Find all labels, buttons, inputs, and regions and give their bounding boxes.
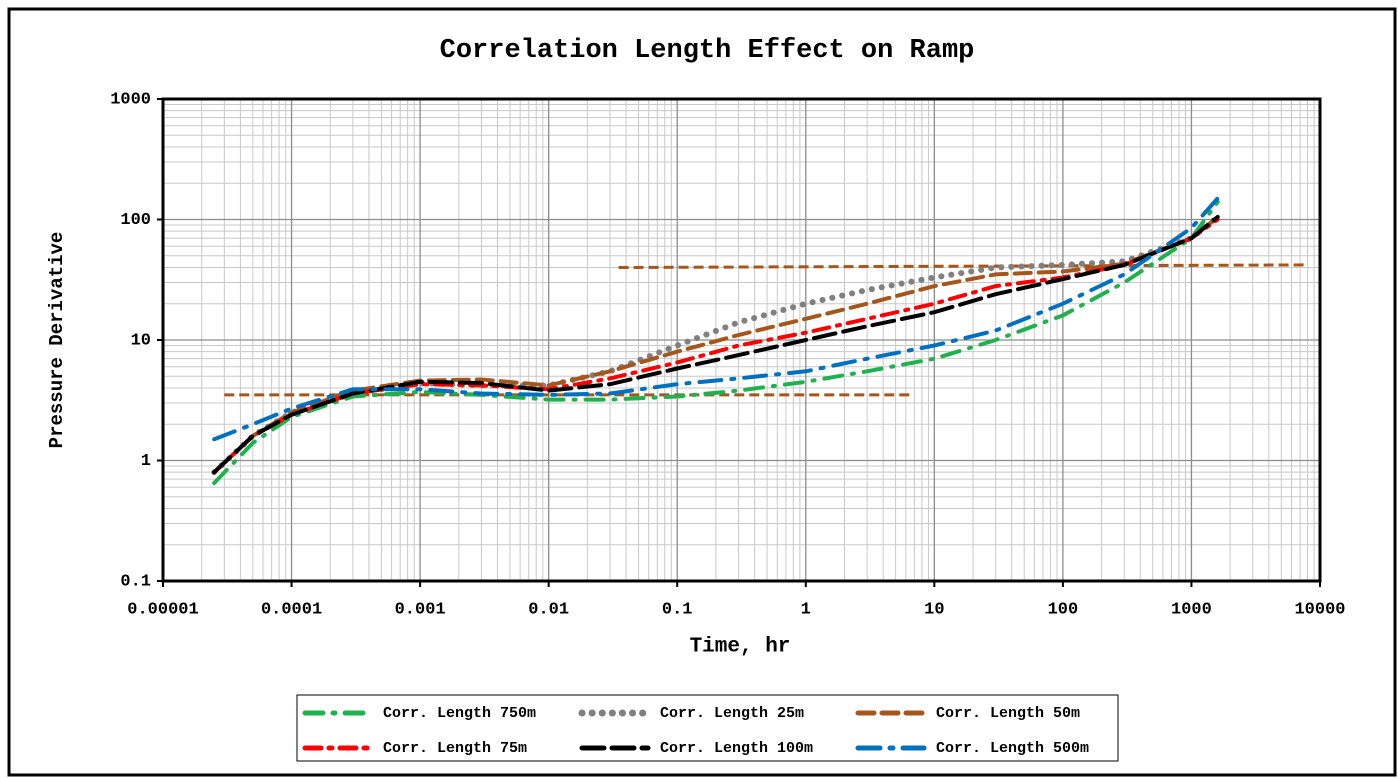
y-tick-label: 0.1 xyxy=(120,572,151,591)
legend-box xyxy=(296,694,1119,762)
plot-frame xyxy=(161,97,1322,583)
series-line xyxy=(212,196,1220,442)
x-tick-label: 0.0001 xyxy=(261,600,322,619)
reference-line xyxy=(618,263,1308,269)
x-tick-label: 0.01 xyxy=(528,600,569,619)
legend-label: Corr. Length 50m xyxy=(936,705,1080,722)
legend-label: Corr. Length 500m xyxy=(936,740,1089,757)
x-tick-label: 10000 xyxy=(1294,600,1345,619)
y-tick-label: 1 xyxy=(141,452,151,471)
x-tick-label: 0.001 xyxy=(395,600,446,619)
legend-label: Corr. Length 100m xyxy=(660,740,813,757)
legend-label: Corr. Length 75m xyxy=(383,740,527,757)
x-axis-label: Time, hr xyxy=(690,636,791,659)
y-tick-label: 100 xyxy=(120,211,151,230)
x-tick-label: 1 xyxy=(801,600,811,619)
series-line xyxy=(212,214,1220,475)
x-tick-label: 0.1 xyxy=(662,600,693,619)
y-axis-label: Pressure Derivative xyxy=(46,232,68,449)
x-tick-label: 10 xyxy=(924,600,944,619)
legend-label: Corr. Length 25m xyxy=(660,705,804,722)
x-tick-label: 1000 xyxy=(1171,600,1212,619)
series-line xyxy=(212,199,1220,485)
y-tick-label: 1000 xyxy=(110,90,151,109)
chart-frame xyxy=(7,7,1397,777)
chart-title: Correlation Length Effect on Ramp xyxy=(440,36,975,66)
x-tick-label: 0.00001 xyxy=(127,600,198,619)
y-tick-label: 10 xyxy=(131,331,151,350)
x-tick-label: 100 xyxy=(1048,600,1079,619)
legend-label: Corr. Length 750m xyxy=(383,705,536,722)
